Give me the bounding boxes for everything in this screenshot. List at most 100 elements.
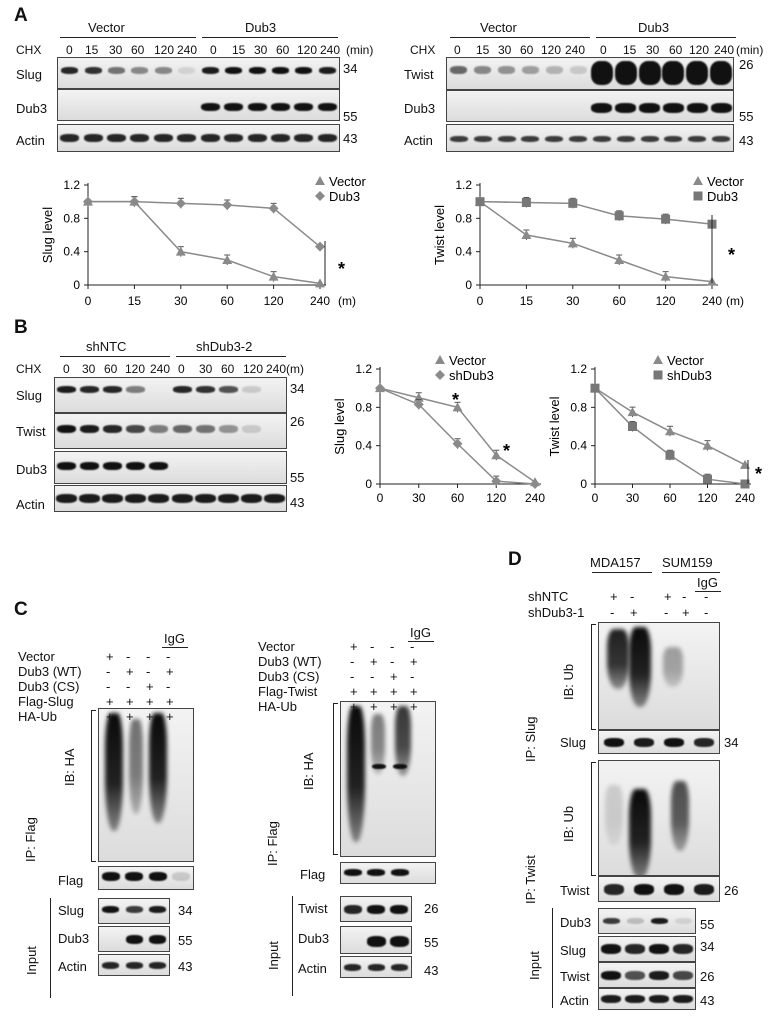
d-twist-ib-label: IB: Ub <box>561 805 576 842</box>
significance-star: * <box>728 245 735 265</box>
blot-band <box>664 737 684 747</box>
blot-band <box>57 425 77 434</box>
blot-band <box>614 61 637 85</box>
blot-band <box>674 918 692 924</box>
blot-band <box>200 134 220 142</box>
b-time-label: 60 <box>221 362 235 376</box>
c-right-sign: + <box>350 684 358 699</box>
blot-band <box>270 102 290 111</box>
a-right-mw-26: 26 <box>739 57 754 72</box>
ubiquitin-smear <box>663 647 683 687</box>
c-left-sign: + <box>106 694 114 709</box>
c-left-igg: IgG <box>164 631 185 646</box>
blot-band <box>171 494 193 503</box>
blot-band <box>602 918 620 924</box>
b-row-twist: Twist <box>16 424 46 439</box>
blot-band <box>83 134 103 142</box>
ubiquitin-smear <box>347 706 365 842</box>
blot-band <box>344 963 362 971</box>
blot-band <box>649 944 669 954</box>
data-point <box>660 271 671 281</box>
d-igg-line <box>695 591 721 592</box>
b-mw-34: 34 <box>290 381 305 396</box>
blot-band <box>125 872 144 882</box>
b-shntc-line <box>60 356 170 357</box>
ubiquitin-smear <box>149 713 167 823</box>
c-left-sign: + <box>106 649 114 664</box>
data-point <box>628 422 637 431</box>
c-left-mw-43: 43 <box>178 959 193 974</box>
c-left-in-slug: Slug <box>58 903 85 918</box>
c-right-igg-line <box>408 641 434 642</box>
blot-band <box>294 134 314 142</box>
c-right-sign: - <box>410 669 415 684</box>
d-mw-34a: 34 <box>724 735 739 750</box>
c-right-sign: + <box>350 699 358 714</box>
y-tick-label: 0.8 <box>570 400 587 414</box>
blot-band <box>149 461 169 470</box>
c-right-sign: - <box>370 639 375 654</box>
a-right-twist-chart: 0 0.4 0.8 1.2 0 15 30 60 120 240 (m) Twist level Vec… <box>432 174 745 308</box>
c-left-mw-34: 34 <box>178 903 193 918</box>
a-left-mw-43: 43 <box>343 131 358 146</box>
blot-band <box>241 425 261 434</box>
a-left-time-label: 240 <box>177 43 198 57</box>
data-point <box>491 476 502 487</box>
a-right-time-label: 0 <box>600 43 607 57</box>
x-tick-label: 240 <box>310 294 330 308</box>
a-left-time-label: 120 <box>154 43 175 57</box>
c-right-sign: - <box>370 669 375 684</box>
c-left-igg-line <box>162 647 188 648</box>
c-right-sign: + <box>370 684 378 699</box>
a-left-time-label: 240 <box>320 43 341 57</box>
data-point <box>175 246 186 256</box>
legend-marker <box>653 370 663 380</box>
blot-band <box>686 61 709 85</box>
blot-band <box>389 935 409 947</box>
y-tick-label: 1.2 <box>570 362 587 376</box>
a-right-twist-blot <box>446 57 734 90</box>
d-mw-26b: 26 <box>700 969 715 984</box>
c-left-sign: + <box>166 694 174 709</box>
c-right-in-actin: Actin <box>298 961 327 976</box>
data-point <box>268 271 279 281</box>
blot-band <box>57 386 77 394</box>
y-tick-label: 0.8 <box>455 211 472 225</box>
x-tick-label: 60 <box>451 491 465 505</box>
c-left-sign: - <box>126 679 131 694</box>
data-point <box>567 238 578 248</box>
significance-star: * <box>452 390 459 410</box>
b-time-label: 120 <box>243 362 264 376</box>
blot-band <box>634 737 654 747</box>
a-right-row-dub3: Dub3 <box>404 101 436 116</box>
a-right-dub3-label: Dub3 <box>638 20 670 35</box>
c-left-cond-label: Flag-Slug <box>18 694 74 709</box>
c-left-sign: - <box>146 664 151 679</box>
x-tick-label: 120 <box>697 491 717 505</box>
c-right-in-dub3: Dub3 <box>298 931 330 946</box>
blot-band <box>271 66 289 74</box>
a-left-time-label: 0 <box>66 43 73 57</box>
blot-band <box>591 102 613 113</box>
blot-band <box>126 386 146 394</box>
c-right-twist-blot <box>340 896 412 922</box>
y-axis-label: Twist level <box>432 205 447 265</box>
blot-band <box>673 995 693 1003</box>
ubiquitin-smear <box>105 713 123 831</box>
blot-band <box>294 102 314 111</box>
x-tick-label: 240 <box>735 491 755 505</box>
x-tick-label: 0 <box>592 491 599 505</box>
y-tick-label: 0 <box>73 278 80 292</box>
blot-band <box>390 868 409 876</box>
blot-band <box>317 102 337 111</box>
a-right-time-label: 120 <box>541 43 562 57</box>
data-point <box>590 383 600 393</box>
c-right-sign: + <box>410 699 418 714</box>
c-left-ip-label: IP: Flag <box>23 817 38 862</box>
c-right-sign: - <box>350 669 355 684</box>
y-axis-label: Slug level <box>40 207 55 263</box>
a-left-time-label: 15 <box>232 43 246 57</box>
blot-band <box>84 66 102 74</box>
c-right-sign: - <box>390 654 395 669</box>
c-left-sign: + <box>166 709 174 724</box>
